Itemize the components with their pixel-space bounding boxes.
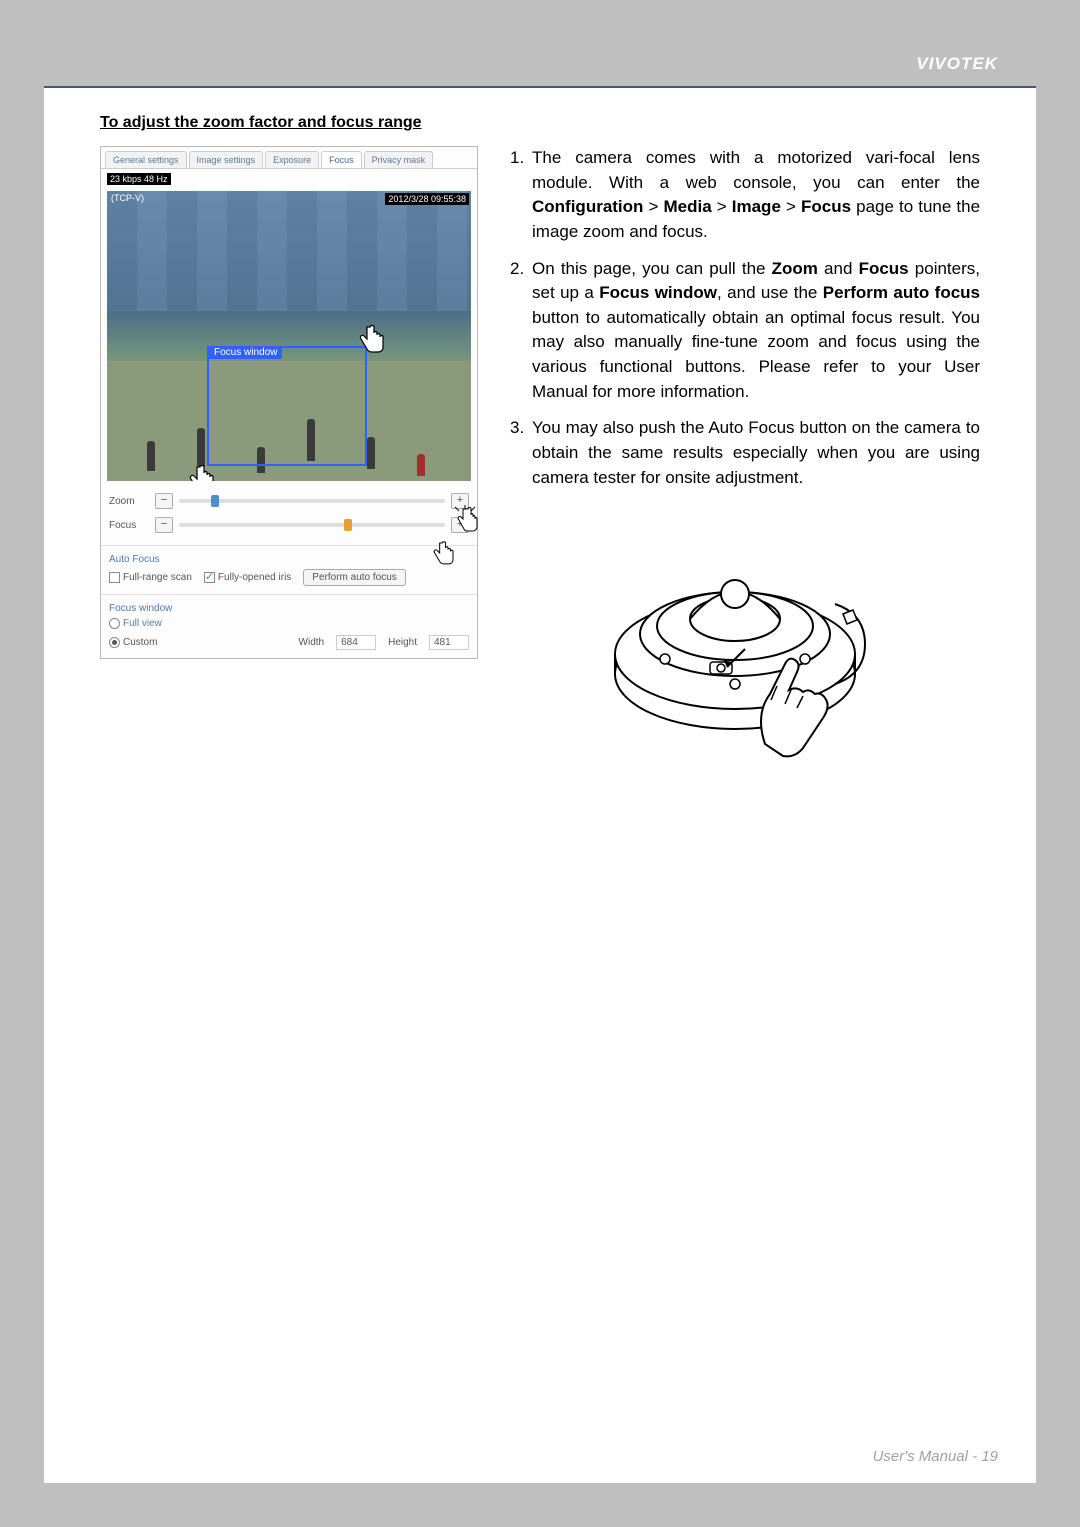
focus-window-label: Focus window xyxy=(209,346,282,359)
overlay-timestamp: 2012/3/28 09:55:38 xyxy=(385,193,469,205)
overlay-bitrate: 23 kbps 48 Hz xyxy=(107,173,171,185)
scene-person xyxy=(417,454,425,476)
height-input[interactable]: 481 xyxy=(429,635,469,650)
radio-icon xyxy=(109,637,120,648)
camera-drawing-svg xyxy=(595,514,895,774)
instruction-item: You may also push the Auto Focus button … xyxy=(510,416,980,490)
perform-auto-focus-button[interactable]: Perform auto focus xyxy=(303,569,405,586)
focus-window-box[interactable]: Focus window xyxy=(207,346,367,466)
checkbox-icon xyxy=(204,572,215,583)
zoom-label: Zoom xyxy=(109,496,149,507)
focus-config-screenshot: General settings Image settings Exposure… xyxy=(100,146,478,659)
focus-minus-button[interactable]: − xyxy=(155,517,173,533)
config-tabs: General settings Image settings Exposure… xyxy=(101,147,477,169)
content-area: To adjust the zoom factor and focus rang… xyxy=(100,114,980,782)
page-number: 19 xyxy=(981,1448,998,1465)
zoom-minus-button[interactable]: − xyxy=(155,493,173,509)
custom-radio[interactable]: Custom xyxy=(109,637,157,648)
left-column: General settings Image settings Exposure… xyxy=(100,146,480,659)
click-cursor-icon xyxy=(453,505,481,537)
width-label: Width xyxy=(299,637,325,648)
hand-cursor-icon xyxy=(355,321,387,357)
camera-illustration xyxy=(510,514,980,782)
focus-slider-thumb[interactable] xyxy=(344,519,352,531)
scene-person xyxy=(367,437,375,469)
full-range-scan-option[interactable]: Full-range scan xyxy=(109,572,192,583)
instruction-list: The camera comes with a motorized vari-f… xyxy=(510,146,980,490)
instruction-item: The camera comes with a motorized vari-f… xyxy=(510,146,980,245)
page-header: VIVOTEK xyxy=(44,44,1036,86)
auto-focus-title: Auto Focus xyxy=(109,554,469,565)
footer-text: User's Manual - xyxy=(873,1448,982,1465)
full-view-radio[interactable]: Full view xyxy=(109,618,162,629)
auto-focus-group: Auto Focus Full-range scan Fully-opened … xyxy=(101,545,477,594)
hand-cursor-icon xyxy=(429,538,457,568)
two-column-layout: General settings Image settings Exposure… xyxy=(100,146,980,782)
section-title: To adjust the zoom factor and focus rang… xyxy=(100,114,980,132)
focus-window-title: Focus window xyxy=(109,603,469,614)
header-rule xyxy=(44,86,1036,88)
scene-person xyxy=(147,441,155,471)
radio-icon xyxy=(109,618,120,629)
page: VIVOTEK To adjust the zoom factor and fo… xyxy=(44,44,1036,1483)
focus-slider[interactable] xyxy=(179,523,445,527)
tab-image-settings[interactable]: Image settings xyxy=(189,151,264,168)
zoom-slider-thumb[interactable] xyxy=(211,495,219,507)
slider-section: Zoom − + Focus − xyxy=(101,487,477,545)
overlay-protocol: (TCP-V) xyxy=(111,193,144,203)
focus-label: Focus xyxy=(109,520,149,531)
tab-focus[interactable]: Focus xyxy=(321,151,362,168)
zoom-slider-row: Zoom − + xyxy=(109,493,469,509)
page-footer: User's Manual - 19 xyxy=(873,1448,998,1465)
video-preview: (TCP-V) 2012/3/28 09:55:38 Focus window xyxy=(107,191,471,481)
zoom-slider[interactable] xyxy=(179,499,445,503)
focus-slider-row: Focus − + xyxy=(109,517,469,533)
height-label: Height xyxy=(388,637,417,648)
tab-exposure[interactable]: Exposure xyxy=(265,151,319,168)
focus-window-group: Focus window Full view Custom Width 684 … xyxy=(101,594,477,658)
right-column: The camera comes with a motorized vari-f… xyxy=(510,146,980,782)
fully-opened-iris-option[interactable]: Fully-opened iris xyxy=(204,572,291,583)
tab-general-settings[interactable]: General settings xyxy=(105,151,187,168)
tab-privacy-mask[interactable]: Privacy mask xyxy=(364,151,434,168)
hand-cursor-icon xyxy=(185,461,217,481)
checkbox-icon xyxy=(109,572,120,583)
brand-text: VIVOTEK xyxy=(916,54,998,73)
scene-ceiling xyxy=(107,191,471,311)
width-input[interactable]: 684 xyxy=(336,635,376,650)
instruction-item: On this page, you can pull the Zoom and … xyxy=(510,257,980,405)
